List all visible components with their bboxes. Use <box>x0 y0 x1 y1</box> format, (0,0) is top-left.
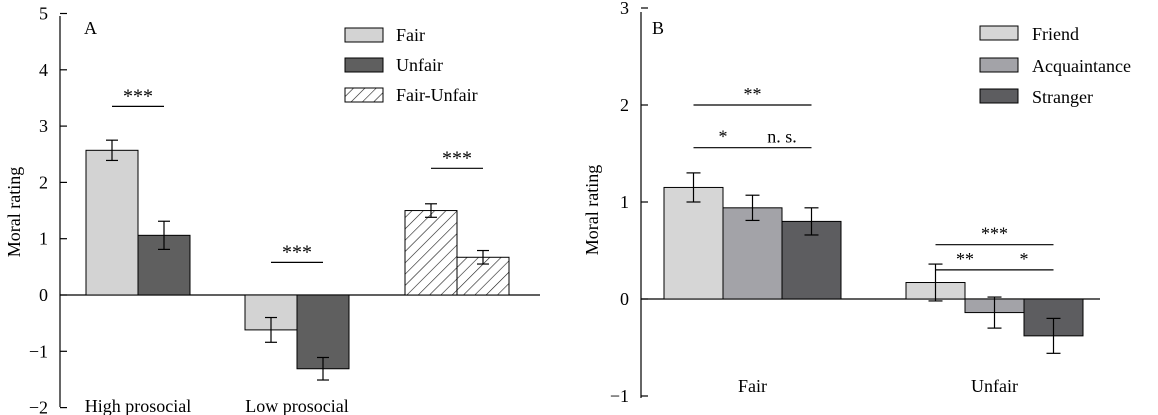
panel-a-y-tick-label: −2 <box>29 398 48 415</box>
bar <box>85 149 139 296</box>
significance-marker: *** <box>981 224 1008 244</box>
panel-a-y-tick-label: 0 <box>39 285 48 305</box>
error-bar <box>1046 317 1061 354</box>
error-bar <box>106 139 118 162</box>
bar <box>722 207 783 300</box>
legend-swatch-friend <box>979 25 1019 41</box>
legend-label-unfair: Unfair <box>396 55 443 75</box>
x-tick-label: Unfair <box>971 376 1018 396</box>
bar <box>663 186 724 300</box>
significance-marker: * <box>719 127 728 147</box>
x-tick-label: High prosocial <box>85 396 191 415</box>
error-bar <box>987 296 1002 329</box>
panel-b-y-tick-label: −1 <box>610 386 629 406</box>
error-bar <box>158 220 170 250</box>
legend-label-stranger: Stranger <box>1032 87 1093 107</box>
panel-b-y-tick-label: 3 <box>620 0 629 18</box>
panel-a: A Moral rating 5 4 3 2 1 0 −1 −2 High prosocial… <box>4 4 540 415</box>
legend-label-fair: Fair <box>396 25 425 45</box>
significance-marker: * <box>1020 249 1029 269</box>
significance-marker: n. s. <box>767 127 797 147</box>
significance-marker: *** <box>282 241 312 263</box>
significance-marker: ** <box>956 249 974 269</box>
panel-b-label: B <box>652 18 664 38</box>
legend-swatch-stranger <box>979 88 1019 104</box>
x-tick-label: Low prosocial <box>245 396 348 415</box>
panel-a-y-tick-label: 2 <box>39 172 48 192</box>
panel-a-label: A <box>84 18 97 38</box>
panel-a-y-tick-label: −1 <box>29 341 48 361</box>
legend-label-acquaintance: Acquaintance <box>1032 56 1131 76</box>
panel-b-y-tick-label: 2 <box>620 95 629 115</box>
panel-a-y-axis-label: Moral rating <box>4 167 24 257</box>
panel-a-legend: Fair Unfair Fair-Unfair <box>344 25 478 105</box>
panel-b-y-axis-label: Moral rating <box>582 165 602 255</box>
bar <box>404 210 458 296</box>
panel-b-legend: Friend Acquaintance Stranger <box>979 24 1131 107</box>
significance-marker: ** <box>744 84 762 104</box>
panel-a-y-tick-label: 4 <box>39 60 48 80</box>
bar <box>296 294 350 370</box>
error-bar <box>745 194 760 222</box>
error-bar <box>686 172 701 203</box>
significance-marker: *** <box>123 85 153 107</box>
legend-label-friend: Friend <box>1032 24 1079 44</box>
error-bar <box>425 203 437 218</box>
error-bar <box>265 316 277 343</box>
error-bar <box>317 356 329 381</box>
panel-b-y-tick-label: 1 <box>620 192 629 212</box>
legend-swatch-fair <box>344 27 384 43</box>
legend-swatch-unfair <box>344 57 384 73</box>
panel-a-y-tick-label: 3 <box>39 116 48 136</box>
legend-label-fair-unfair: Fair-Unfair <box>396 85 478 105</box>
panel-b-y-tick-label: 0 <box>620 289 629 309</box>
x-tick-label: Fair <box>738 376 767 396</box>
bar <box>137 234 191 296</box>
legend-swatch-acquaintance <box>979 57 1019 73</box>
panel-a-y-tick-label: 5 <box>39 4 48 24</box>
panel-a-y-tick-label: 1 <box>39 229 48 249</box>
error-bar <box>804 207 819 236</box>
legend-swatch-fair-unfair <box>344 87 384 103</box>
significance-marker: *** <box>442 147 472 169</box>
error-bar <box>477 249 489 265</box>
